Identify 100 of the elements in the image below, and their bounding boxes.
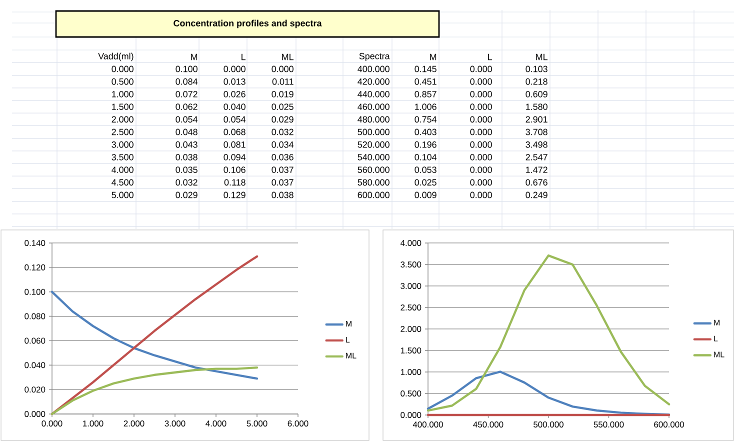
text: 0.000 [470,66,492,72]
text: 0.000 [470,104,492,110]
text: 0.054 [224,116,246,123]
text: 0.094 [224,154,246,160]
y-tick-label: 0.000 [400,412,422,418]
text: 0.009 [414,192,436,198]
text: 0.025 [414,179,436,186]
text: 0.129 [224,192,246,198]
y-tick-label: 1.500 [112,104,134,110]
x-tick-label: 6.000 [288,420,308,426]
text: 0.068 [224,128,246,136]
x-tick-label: 2.000 [124,420,144,426]
x-tick-label: 3.000 [164,420,186,426]
text: 1.580 [526,104,548,110]
y-tick-label: 0.000 [24,410,46,417]
x-tick-label: 0.000 [42,420,62,426]
x-tick-label: 600.000 [654,422,684,428]
y-tick-label: 1.500 [400,347,422,354]
text: 0.000 [470,116,492,123]
text: 0.106 [224,166,246,173]
text: 0.032 [272,128,294,136]
text: 0.857 [414,91,436,98]
text: 0.062 [176,104,198,110]
text: 0.000 [470,128,492,136]
text: 0.036 [272,154,294,160]
text: 0.000 [272,66,294,72]
x-tick-label: 500.000 [534,422,564,428]
y-tick-label: 0.020 [24,386,46,393]
y-tick-label: 400.000 [358,66,390,72]
y-tick-label: 3.500 [112,154,134,160]
y-tick-label: 2.000 [112,116,134,123]
y-tick-label: 2.500 [400,304,422,310]
x-tick-label: ML [536,54,548,60]
x-tick-label: 1.000 [83,420,104,426]
y-tick-label: 3.000 [400,282,422,289]
text: 0.048 [176,128,198,136]
text: 0.000 [470,179,492,186]
text: 0.451 [414,78,436,85]
text: 0.053 [414,166,436,173]
line-series [426,254,670,412]
text: 0.609 [526,91,548,98]
text: 3.498 [526,141,548,148]
text: 1.472 [526,166,548,173]
text: 0.040 [224,104,246,110]
y-tick-label: 0.500 [400,390,422,396]
text: 0.019 [272,91,294,98]
text: 0.037 [272,179,294,186]
y-tick-label: 0.100 [24,288,46,295]
y-tick-label: 500.000 [358,128,390,136]
text: 0.035 [176,166,198,173]
text: 0.084 [176,78,198,85]
text: 0.000 [224,66,246,72]
text: 0.000 [470,141,492,148]
text: 1.006 [415,104,436,110]
x-tick-label: 450.000 [473,422,504,428]
line-series [426,370,670,416]
text: 0.249 [526,192,548,198]
x-tick-label: 5.000 [246,420,268,426]
text: 0.054 [176,116,198,123]
y-tick-label: 4.500 [112,179,134,186]
y-tick-label: 480.000 [358,116,390,123]
y-tick-label: 600.000 [358,192,390,198]
y-tick-label: 440.000 [358,91,390,98]
y-tick-label: 540.000 [358,154,390,160]
x-tick-label: M [430,54,436,60]
text: 3.708 [526,128,548,136]
y-axis-title: Spectra [359,52,390,62]
y-tick-label: 3.500 [400,261,422,268]
y-tick-label: 0.040 [24,362,46,368]
y-tick-label: 1.000 [400,368,422,375]
x-tick-label: L [242,54,246,60]
y-tick-label: 0.000 [112,66,134,72]
y-tick-label: 580.000 [358,179,390,186]
text: 0.038 [176,154,198,160]
chart-title: Concentration profiles and spectra [174,20,322,28]
text: 0.000 [470,78,492,85]
text: 0.000 [470,154,492,160]
text: 0.196 [414,141,436,148]
y-tick-label: 520.000 [358,141,390,148]
text: 0.043 [176,141,198,148]
text: 0.026 [224,91,246,98]
y-tick-label: 3.000 [112,141,134,148]
text: 0.029 [176,192,198,198]
text: 0.013 [224,78,246,85]
text: 0.218 [526,78,548,85]
y-tick-label: 420.000 [358,78,390,85]
y-tick-label: 0.080 [24,313,46,320]
text: 2.901 [526,116,548,123]
y-tick-label: 5.000 [112,192,134,198]
x-tick-label: 550.000 [594,422,624,428]
y-tick-label: 1.000 [112,91,134,98]
text: 0.037 [272,166,294,173]
text: 0.118 [224,179,246,186]
y-tick-label: 0.120 [24,264,46,270]
text: 0.103 [526,66,548,72]
text: 0.025 [272,104,294,110]
y-tick-label: 460.000 [358,104,390,110]
text: 0.011 [272,78,294,85]
y-tick-label: 0.140 [24,240,46,246]
text: 0.000 [470,166,492,173]
